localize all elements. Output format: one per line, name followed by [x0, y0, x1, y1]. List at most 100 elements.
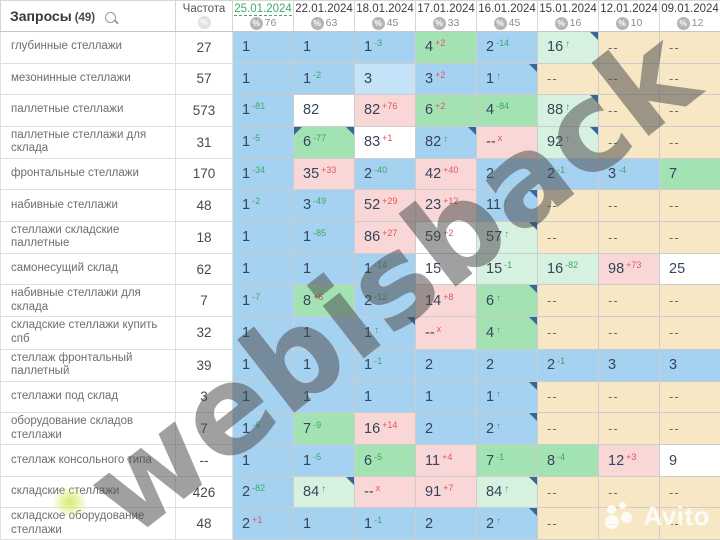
position-cell: -- [537, 189, 599, 222]
position-value: 6 [425, 102, 434, 119]
position-cell: -- [598, 507, 660, 540]
position-value: 1 [364, 39, 373, 56]
position-value: -- [669, 293, 680, 309]
position-value: -- [486, 134, 496, 151]
position-cell: 2 [476, 348, 538, 382]
position-delta: -2 [252, 196, 261, 207]
position-value: -- [669, 197, 680, 213]
query-cell[interactable]: складское оборудование стеллажи [0, 507, 176, 540]
query-cell[interactable]: паллетные стеллажи для склада [0, 125, 176, 159]
position-cell: -- [537, 412, 599, 446]
position-cell: 1 -6 [232, 412, 294, 446]
position-cell: 2 +1 [232, 507, 294, 540]
position-cell: 35 +33 [293, 157, 355, 191]
arrow-up-delta: ↑ [321, 484, 327, 495]
date-column-header[interactable]: 18.01.2024% 45 [354, 0, 416, 32]
position-value: 1 [242, 452, 251, 469]
table-row: набивные стеллажи для склада 7 1 -7 8 +6 2 -12 1… [0, 284, 720, 318]
position-value: 12 [608, 452, 625, 469]
query-cell[interactable]: самонесущий склад [0, 252, 176, 286]
position-value: -- [608, 421, 619, 437]
position-cell: 91 +7 [415, 475, 477, 509]
table-row: паллетные стеллажи для склада 31 1 -5 6 -77 83… [0, 125, 720, 159]
position-delta: +1 [382, 133, 393, 144]
date-column-header[interactable]: 22.01.2024% 63 [293, 0, 355, 32]
position-value: 1 [303, 261, 312, 277]
position-value: 91 [425, 484, 442, 500]
position-cell: 11 +4 [415, 444, 477, 477]
query-cell[interactable]: паллетные стеллажи [0, 94, 176, 127]
position-value: -- [547, 325, 558, 341]
position-delta: -1 [504, 260, 513, 270]
date-column-header[interactable]: 15.01.2024% 16 [537, 0, 599, 32]
position-cell: 57 ↑ [476, 220, 538, 254]
date-column-header[interactable]: 09.01.2024% 12 [659, 0, 720, 32]
query-cell[interactable]: мезонинные стеллажи [0, 62, 176, 95]
query-cell[interactable]: стеллажи под склад [0, 380, 176, 414]
position-value: 2 [364, 165, 373, 182]
position-value: 1 [364, 324, 373, 341]
position-cell: 1 -3 [354, 31, 416, 64]
position-cell: -- [598, 189, 660, 222]
position-cell: 2 -82 [232, 475, 294, 509]
frequency-header-label: Частота [182, 3, 226, 15]
position-delta: -77 [313, 133, 327, 144]
position-cell: 42 +40 [415, 157, 477, 191]
query-cell[interactable]: стеллажи складские паллетные [0, 220, 176, 254]
table-row: складские стеллажи купить спб 32 1 1 1 ↑ -- x 4 ↑… [0, 316, 720, 350]
query-cell[interactable]: стеллаж фронтальный паллетный [0, 348, 176, 382]
position-value: 4 [486, 102, 495, 119]
percent-count: 10 [630, 16, 643, 29]
position-value: 14 [425, 292, 442, 309]
position-delta: -12 [374, 291, 388, 302]
query-cell[interactable]: складские стеллажи [0, 475, 176, 509]
date-column-header[interactable]: 25.01.2024% 76 [232, 0, 294, 32]
position-delta: +2 [443, 228, 454, 239]
position-cell: 7 -9 [293, 412, 355, 446]
position-cell: -- [659, 189, 720, 222]
position-cell: 16 -82 [537, 252, 599, 286]
arrow-up-delta: ↑ [565, 39, 571, 51]
position-value: 2 [486, 165, 495, 182]
query-cell[interactable]: оборудование складов стеллажи [0, 412, 176, 446]
position-value: 1 [303, 388, 312, 405]
query-cell[interactable]: складские стеллажи купить спб [0, 316, 176, 350]
date-label: 25.01.2024 [234, 2, 292, 16]
date-column-header[interactable]: 12.01.2024% 10 [598, 0, 660, 32]
arrow-up-delta: ↑ [503, 197, 509, 209]
date-column-header[interactable]: 17.01.2024% 33 [415, 0, 477, 32]
query-cell[interactable]: глубинные стеллажи [0, 31, 176, 64]
search-icon[interactable] [105, 11, 117, 23]
position-value: -- [608, 71, 619, 87]
position-cell: 3 [659, 348, 720, 382]
arrow-up-delta: ↑ [496, 70, 502, 82]
position-delta: +27 [382, 228, 398, 239]
position-value: 2 [547, 357, 556, 374]
table-row: складские стеллажи 426 2 -82 84 ↑ -- x 91 +7 84 ↑ --… [0, 475, 720, 509]
query-cell[interactable]: набивные стеллажи для склада [0, 284, 176, 318]
position-cell: 2 [415, 412, 477, 446]
date-column-header[interactable]: 16.01.2024% 45 [476, 0, 538, 32]
frequency-cell: 7 [175, 284, 233, 318]
query-cell[interactable]: набивные стеллажи [0, 189, 176, 222]
position-cell: -- [598, 475, 660, 509]
position-value: 42 [425, 165, 442, 182]
percent-count: 33 [447, 16, 460, 29]
position-value: 1 [242, 420, 251, 437]
position-value: -- [608, 229, 619, 245]
position-cell: -- x [415, 316, 477, 350]
position-value: 2 [242, 515, 251, 532]
position-cell: -- [598, 412, 660, 446]
frequency-cell: 18 [175, 220, 233, 254]
position-cell: -- [537, 284, 599, 318]
position-value: 1 [242, 357, 251, 374]
position-delta: +14 [382, 419, 398, 430]
position-cell: 84 ↑ [293, 475, 355, 509]
query-cell[interactable]: стеллаж консольного типа [0, 444, 176, 477]
position-cell: 1 -14 [354, 252, 416, 286]
position-value: 1 [242, 102, 251, 119]
position-cell: -- [537, 316, 599, 350]
position-delta: -4 [618, 164, 627, 175]
query-cell[interactable]: фронтальные стеллажи [0, 157, 176, 191]
position-cell: 1 -2 [232, 189, 294, 222]
